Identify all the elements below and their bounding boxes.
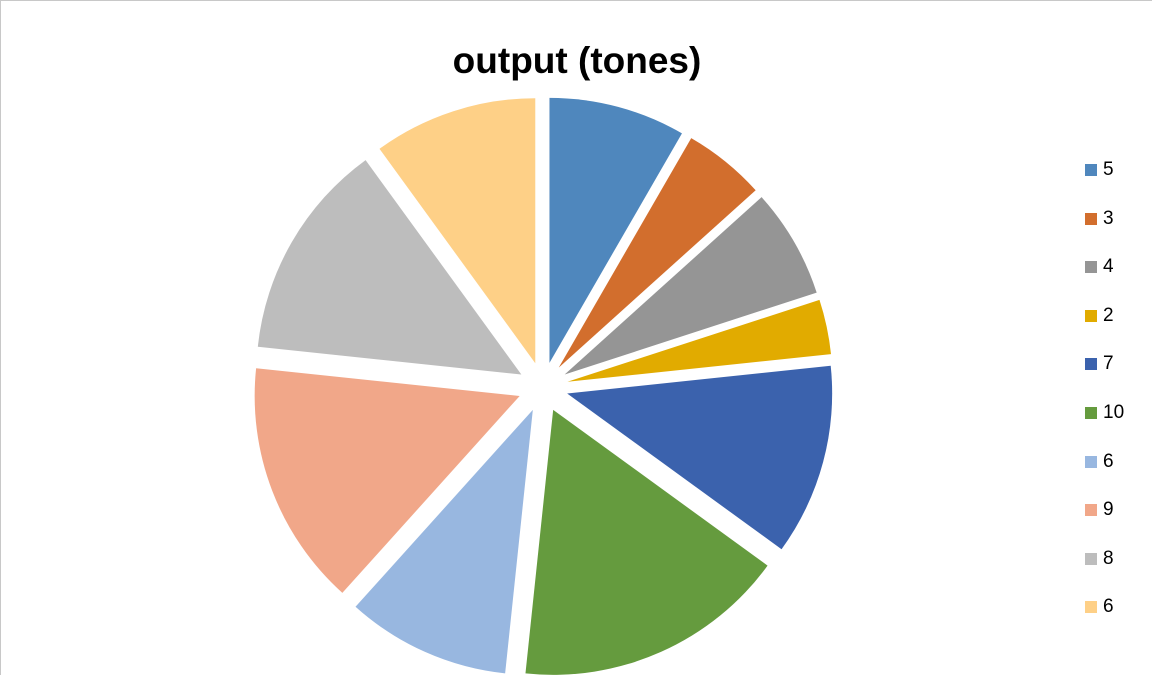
legend-swatch: [1085, 552, 1097, 565]
legend-swatch: [1085, 504, 1097, 517]
legend-swatch: [1085, 164, 1097, 176]
legend-item-9: 8: [1085, 545, 1114, 573]
pie-slice-10: [379, 98, 536, 364]
legend-swatch: [1085, 309, 1097, 322]
pie-slice-9: [257, 160, 522, 375]
chart-title: output (tones): [452, 40, 702, 81]
pie-slice-6: [525, 409, 768, 675]
legend-label: 5: [1103, 159, 1114, 180]
legend-swatch: [1085, 261, 1097, 274]
legend-item-2: 3: [1085, 205, 1114, 233]
legend-label: 10: [1103, 402, 1125, 423]
pie-slice-1: [549, 97, 682, 363]
legend-label: 6: [1103, 450, 1114, 472]
legend-item-5: 7: [1085, 350, 1114, 378]
legend-label: 4: [1103, 256, 1114, 278]
legend-swatch: [1085, 407, 1097, 419]
pie-slice-4: [567, 299, 831, 382]
legend-label: 3: [1103, 207, 1114, 229]
legend-label: 2: [1103, 304, 1114, 326]
legend-item-3: 4: [1085, 253, 1114, 281]
legend-item-10: 6: [1085, 593, 1114, 621]
legend-item-1: 5: [1085, 156, 1114, 184]
pie-slice-5: [567, 365, 833, 550]
pie-slice-2: [558, 138, 756, 368]
legend-label: 7: [1103, 353, 1114, 375]
pie-slice-3: [564, 197, 817, 375]
legend-swatch: [1085, 358, 1097, 371]
legend-label: 8: [1103, 547, 1114, 569]
legend-item-4: 2: [1085, 302, 1114, 330]
legend-label: 9: [1103, 499, 1114, 521]
pie-slice-7: [355, 409, 533, 674]
legend-item-6: 10: [1085, 399, 1124, 427]
legend-swatch: [1085, 601, 1097, 614]
legend-item-8: 9: [1085, 496, 1114, 524]
legend-swatch: [1085, 212, 1097, 225]
legend-swatch: [1085, 455, 1097, 468]
legend-label: 6: [1103, 596, 1114, 618]
pie-slice-8: [254, 368, 520, 593]
legend-item-7: 6: [1085, 448, 1114, 476]
